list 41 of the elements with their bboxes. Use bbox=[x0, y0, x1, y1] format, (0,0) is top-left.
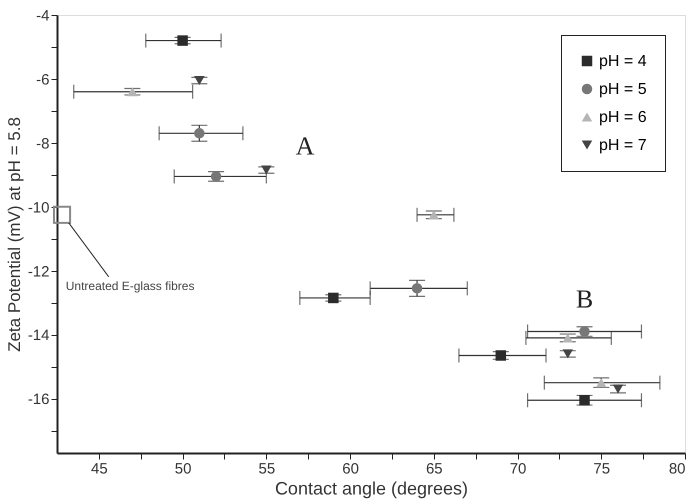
legend-label: pH = 7 bbox=[599, 137, 647, 154]
x-tick-label: 65 bbox=[426, 460, 443, 478]
point bbox=[261, 166, 272, 175]
y-tick-label: -12 bbox=[28, 263, 50, 280]
legend-label: pH = 5 bbox=[599, 81, 647, 98]
point bbox=[562, 349, 574, 358]
y-tick-label: -8 bbox=[36, 135, 50, 152]
x-tick-label: 70 bbox=[510, 460, 526, 478]
x-tick-label: 75 bbox=[593, 460, 610, 478]
point bbox=[596, 378, 607, 388]
point bbox=[194, 76, 205, 86]
y-tick-label: -6 bbox=[36, 71, 50, 88]
point bbox=[328, 292, 339, 304]
x-tick-label: 55 bbox=[258, 460, 276, 478]
point bbox=[210, 171, 222, 182]
y-tick-label: -10 bbox=[28, 199, 50, 216]
y-tick-label: -14 bbox=[28, 327, 50, 344]
point bbox=[579, 326, 590, 337]
y-tick-label: -16 bbox=[28, 391, 50, 408]
point bbox=[562, 333, 574, 342]
point bbox=[127, 87, 138, 96]
x-tick-label: 80 bbox=[668, 460, 686, 478]
point bbox=[412, 283, 422, 294]
point bbox=[496, 350, 506, 361]
x-tick-label: 60 bbox=[342, 460, 359, 478]
annotation: Untreated E-glass fibres bbox=[66, 278, 194, 293]
annotation: A bbox=[296, 131, 315, 160]
legend-label: pH = 6 bbox=[599, 109, 647, 126]
point bbox=[177, 35, 188, 46]
point bbox=[612, 384, 624, 394]
point bbox=[428, 210, 440, 220]
annotation: B bbox=[576, 284, 594, 314]
point bbox=[52, 206, 72, 224]
x-tick-label: 50 bbox=[174, 460, 192, 478]
legend-label: pH = 4 bbox=[599, 53, 647, 70]
y-tick-label: -4 bbox=[36, 8, 50, 24]
x-tick-label: 45 bbox=[91, 460, 108, 478]
point bbox=[579, 395, 590, 406]
y-axis-title: Zeta Potential (mV) at pH = 5.8 bbox=[4, 117, 24, 352]
point bbox=[194, 128, 205, 139]
x-axis-title: Contact angle (degrees) bbox=[274, 478, 468, 498]
